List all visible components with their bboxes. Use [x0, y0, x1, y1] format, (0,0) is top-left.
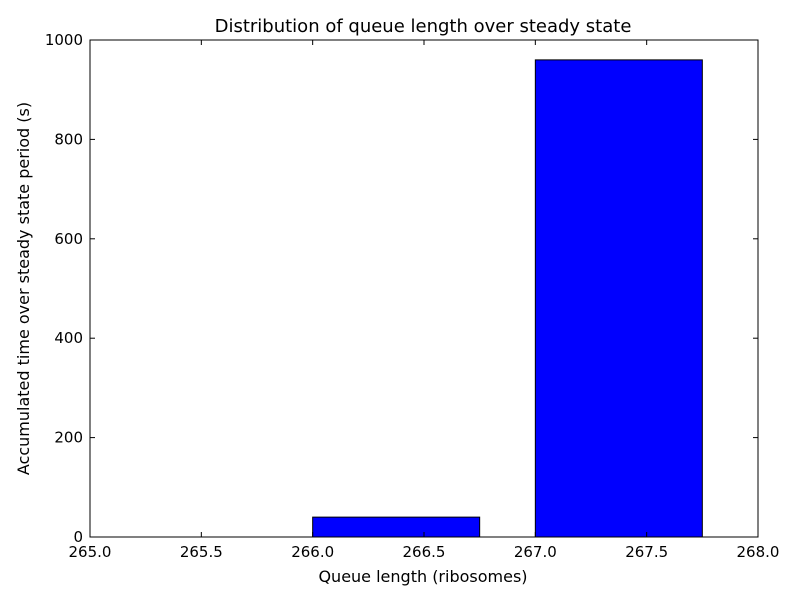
- y-tick-label: 1000: [45, 31, 83, 49]
- x-tick-label: 267.0: [514, 543, 557, 561]
- y-tick-label: 800: [54, 130, 83, 148]
- y-axis-label: Accumulated time over steady state perio…: [14, 102, 33, 475]
- y-tick-label: 400: [54, 329, 83, 347]
- y-tick-label: 600: [54, 230, 83, 248]
- x-tick-label: 266.5: [403, 543, 446, 561]
- y-axis: 0 200 400 600 800 1000: [45, 31, 758, 546]
- bar-2: [534, 59, 703, 538]
- chart-title: Distribution of queue length over steady…: [215, 16, 632, 37]
- x-tick-label: 267.5: [625, 543, 668, 561]
- x-tick-label: 265.0: [69, 543, 112, 561]
- bar-1: [312, 516, 481, 538]
- bars-group: [312, 59, 703, 538]
- x-axis-label: Queue length (ribosomes): [318, 567, 527, 586]
- y-tick-label: 0: [73, 528, 83, 546]
- x-axis: 265.0 265.5 266.0 266.5 267.0 267.5 268.0: [69, 40, 780, 561]
- x-tick-label: 268.0: [737, 543, 780, 561]
- x-tick-label: 266.0: [291, 543, 334, 561]
- y-tick-label: 200: [54, 429, 83, 447]
- x-tick-label: 265.5: [180, 543, 223, 561]
